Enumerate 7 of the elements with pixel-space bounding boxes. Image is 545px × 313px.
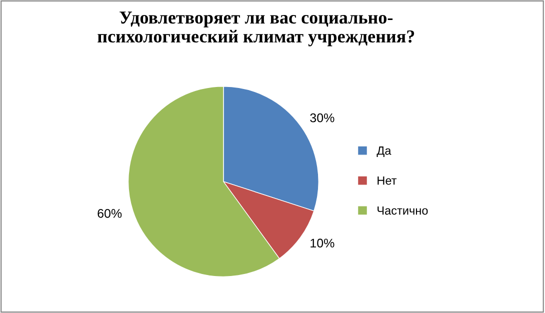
legend-label: Да [376,146,392,158]
data-label: 60% [98,208,122,218]
legend-label: Нет [378,176,397,185]
chart-title: Удовлетворяет ли вас социально- психологический климат учреждения? [98,12,414,46]
data-label: 30% [310,113,334,122]
data-label: 10% [310,238,334,248]
legend-label: Частично [378,206,428,215]
